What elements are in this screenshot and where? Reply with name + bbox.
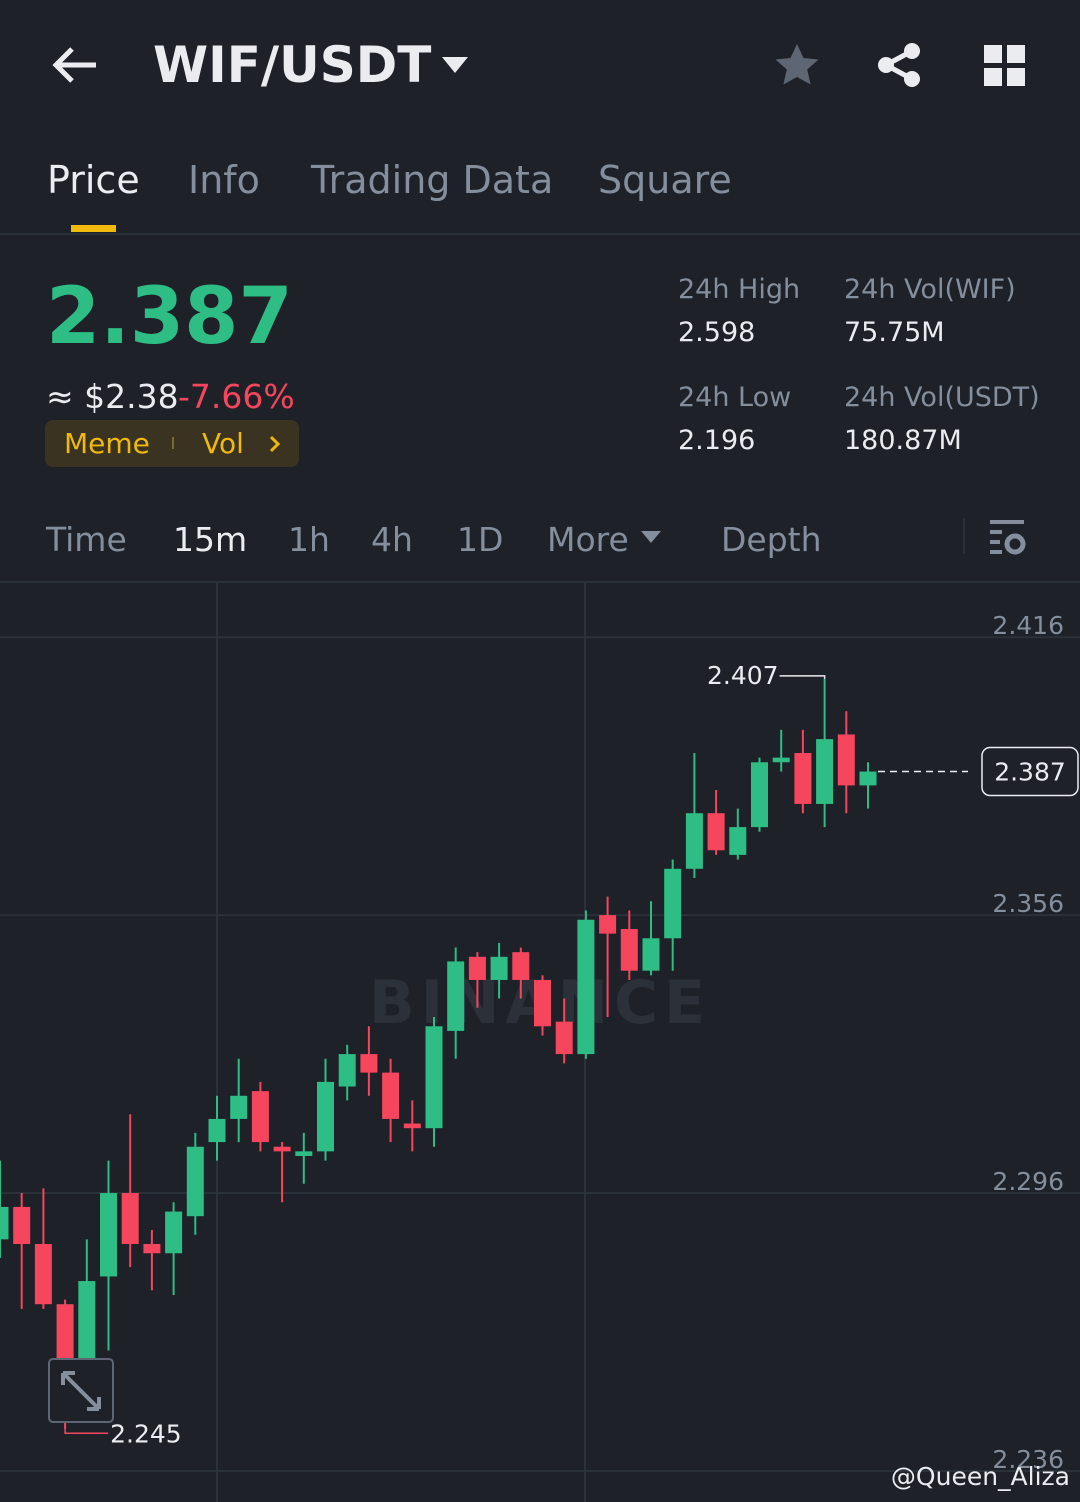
tag[interactable]: Vol [202,427,244,460]
divider [963,518,965,554]
interval[interactable]: 1h [288,520,330,559]
low-label: 2.245 [110,1419,182,1448]
candle-body [382,1072,400,1119]
candle-body [121,1193,139,1244]
candle-body [534,979,551,1027]
credit: @Queen_Aliza [890,1462,1070,1491]
candle-body [273,1146,291,1152]
divider [0,233,1080,235]
candle-body [577,919,595,1055]
interval[interactable]: 4h [371,520,413,559]
candlestick-chart: BINANCE 2.4162.3562.2962.2362.4072.2452.… [0,583,1080,1502]
tab[interactable]: Price [47,158,140,202]
candle-body [555,1021,573,1055]
candle-body [794,752,812,804]
candle-body [165,1211,183,1254]
stat-label: 24h High [678,274,801,305]
candle-body [295,1151,313,1156]
candle-body [34,1243,52,1305]
candle-body [143,1243,161,1254]
interval[interactable]: More [547,520,629,559]
candle-body [186,1146,204,1217]
divider [0,581,1080,583]
candle-body [751,762,768,828]
candle-body [13,1206,31,1244]
stat-value: 2.598 [678,317,756,348]
interval[interactable]: Time [46,520,127,559]
tab[interactable]: Trading Data [311,158,554,202]
candle-body [816,739,834,804]
stat-label: 24h Vol(WIF) [844,274,1016,305]
candle-body [100,1193,117,1277]
tab[interactable]: Square [598,158,732,202]
high-marker [779,675,826,679]
candle-body [0,1206,9,1240]
candle-body [425,1026,443,1129]
candle-body [490,956,508,980]
y-tick-label: 2.416 [992,611,1064,640]
candle-body [729,827,747,855]
pair-title[interactable]: WIF/USDT [153,36,432,94]
layout-icon[interactable] [984,45,1026,87]
interval[interactable]: 1D [457,520,504,559]
last-price-box [981,746,1079,797]
candle-body [685,813,703,869]
pair-dropdown[interactable] [440,55,470,75]
candle-body [447,961,465,1031]
candle-body [317,1081,334,1152]
more-dropdown[interactable] [640,530,662,544]
candle-body [403,1123,421,1129]
favorite-icon[interactable] [773,42,821,88]
back-button[interactable] [50,45,100,85]
candle-body [251,1091,269,1143]
candle-body [772,757,790,763]
tag-separator [172,437,174,449]
expand-button[interactable] [48,1358,114,1423]
chart-settings-icon[interactable] [988,518,1028,556]
y-tick-label: 2.236 [992,1445,1064,1474]
candle-body [599,915,617,934]
share-icon[interactable] [876,42,922,88]
stat-value: 2.196 [678,425,756,456]
candle-body [707,813,725,851]
y-tick-label: 2.356 [992,889,1064,918]
candle-body [338,1054,356,1087]
fiat-price: ≈ $2.38 [46,377,179,416]
candle-body [664,868,682,939]
interval[interactable]: 15m [173,520,248,559]
candle-body [642,938,660,971]
candle-body [360,1054,378,1073]
tab-indicator [71,225,116,232]
price-change: -7.66% [178,377,295,416]
high-label: 2.407 [707,661,779,690]
candle-body [78,1281,96,1360]
interval[interactable]: Depth [721,520,822,559]
stat-label: 24h Vol(USDT) [844,382,1040,413]
last-price-label: 2.387 [994,758,1066,787]
low-marker [64,1429,109,1435]
y-tick-label: 2.296 [992,1167,1064,1196]
candle-body [56,1304,74,1360]
candle-body [859,771,877,786]
tab[interactable]: Info [188,158,260,202]
tag-arrow [269,435,281,453]
stat-value: 75.75M [844,317,945,348]
stat-label: 24h Low [678,382,792,413]
tag[interactable]: Meme [64,427,150,460]
last-price: 2.387 [46,272,293,362]
candle-body [620,929,638,971]
candle-body [468,956,486,980]
candle-body [208,1118,226,1143]
stat-value: 180.87M [844,425,962,456]
candle-body [837,734,855,786]
candle-body [230,1095,248,1119]
candle-body [512,952,530,980]
